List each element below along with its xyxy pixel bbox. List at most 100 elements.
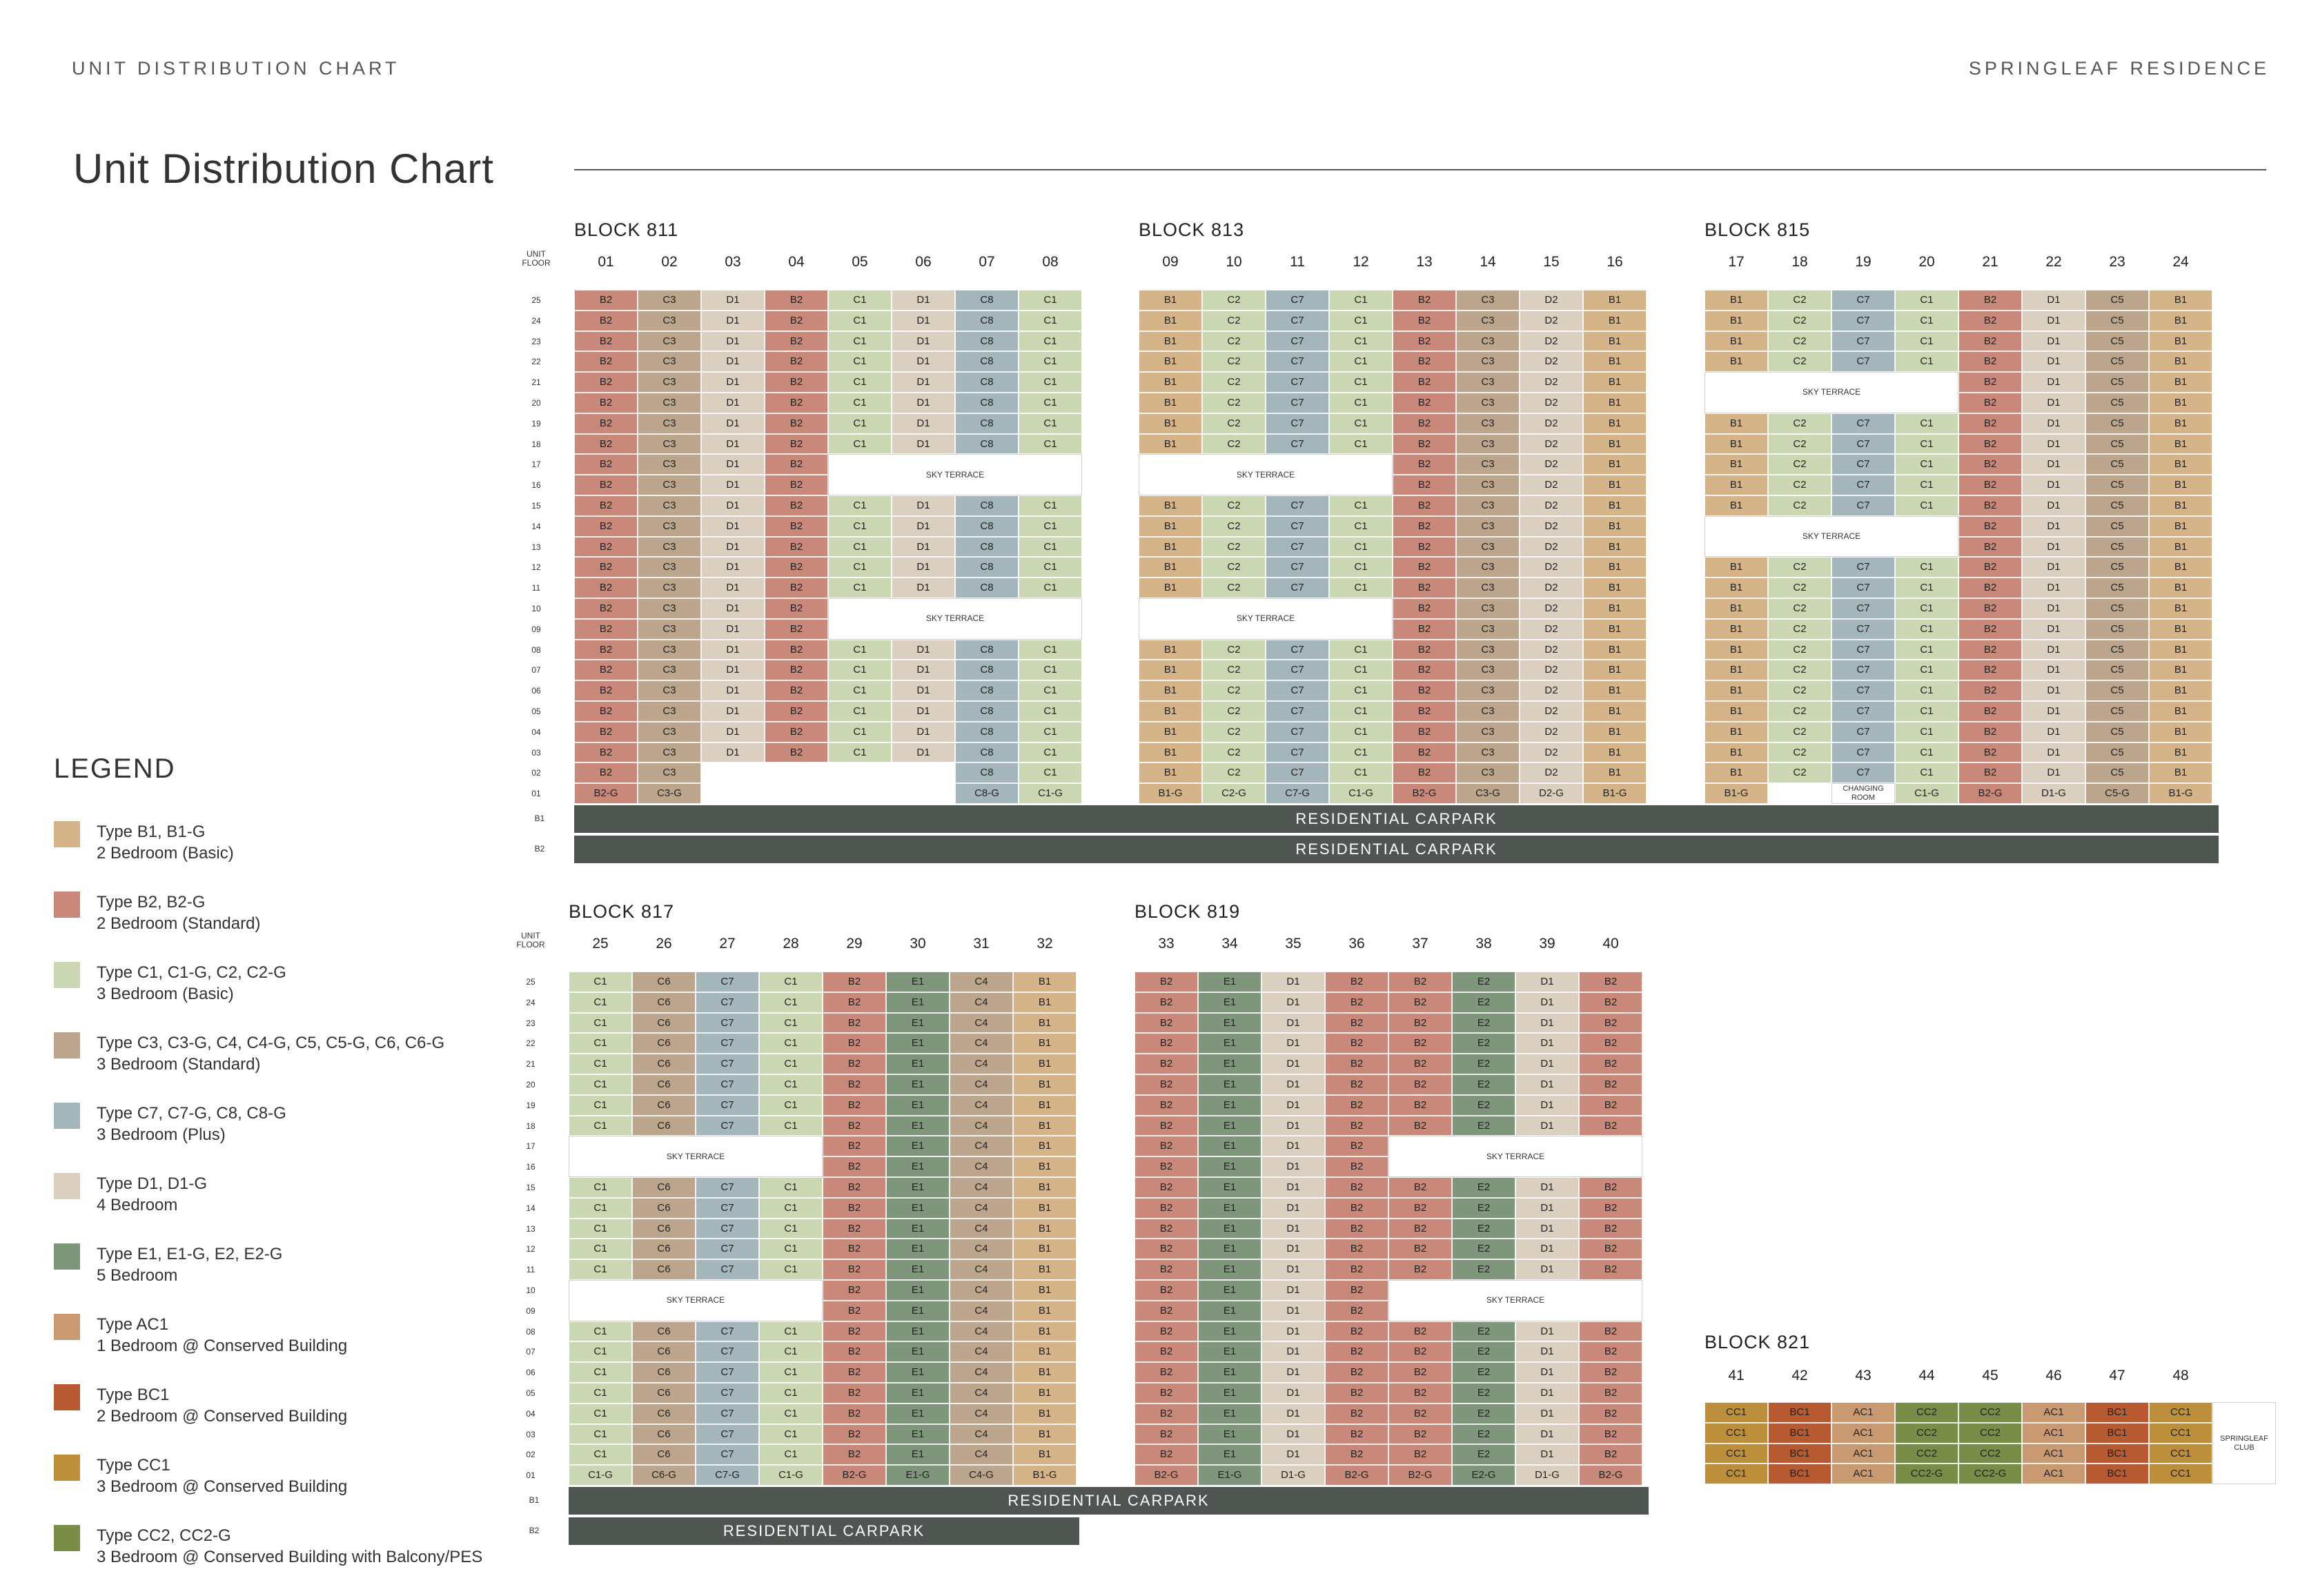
unit-cell: C3 [638,639,701,660]
unit-cell: C1 [1019,351,1082,373]
unit-cell: B2 [1393,433,1456,455]
unit-cell: C8 [955,413,1019,434]
unit-cell: C3 [638,372,701,393]
sky-terrace: SKY TERRACE [569,1136,823,1177]
unit-number-header: 25 [592,936,609,952]
unit-cell: C1 [1019,639,1082,660]
unit-cell: B1 [1139,701,1202,722]
unit-cell: B2 [1393,454,1456,475]
unit-cell: E1 [1198,1444,1261,1466]
unit-cell: C1 [759,1197,823,1219]
unit-cell: B2 [1958,639,2022,660]
unit-cell: C8 [955,351,1019,373]
unit-cell: E1 [886,1115,950,1136]
unit-cell: C3 [638,680,701,701]
unit-cell: C4 [950,1259,1013,1280]
unit-cell: C4 [950,1177,1013,1198]
unit-cell: C1 [569,1197,632,1219]
unit-cell: C8 [955,578,1019,598]
unit-cell: C3 [1456,290,1520,311]
floor-label: 25 [531,295,541,305]
floor-label: 02 [531,768,541,778]
floor-label: 03 [526,1429,536,1439]
unit-cell: C5 [2085,413,2149,434]
unit-cell: C3 [638,331,701,352]
unit-cell: B2 [823,1074,886,1095]
unit-cell: C1-G [1895,783,1958,804]
unit-cell: D1 [1515,1115,1579,1136]
unit-cell: B2 [823,972,886,992]
unit-cell: C3 [638,721,701,742]
unit-cell: E2 [1452,1362,1515,1383]
unit-cell: B2 [1135,1383,1198,1403]
legend-type: Type C3, C3-G, C4, C4-G, C5, C5-G, C6, C… [97,1034,445,1052]
unit-cell: C1 [1329,680,1393,701]
unit-cell: CC2-G [1958,1464,2022,1485]
unit-cell: B2 [1388,1094,1452,1116]
unit-cell: E1 [1198,1054,1261,1074]
unit-cell: BC1 [1768,1464,1831,1485]
unit-cell: B1 [1583,393,1647,413]
unit-cell: C1 [1329,351,1393,373]
unit-cell: B2 [1135,1341,1198,1363]
unit-cell: B2 [1325,1054,1388,1074]
unit-cell: C7 [1266,290,1329,311]
unit-cell: B2 [574,413,638,434]
unit-cell: D1 [892,372,955,393]
unit-cell: B2 [1579,1362,1642,1383]
unit-cell: D1 [1515,1094,1579,1116]
unit-cell: B2 [574,331,638,352]
floor-label: 13 [531,542,541,552]
unit-cell: C1 [1329,310,1393,331]
unit-cell: B1 [1705,701,1768,722]
unit-cell: C1 [569,1074,632,1095]
unit-cell: B1 [1139,660,1202,681]
unit-cell: C2 [1768,475,1831,495]
unit-cell: E1 [1198,1197,1261,1219]
unit-cell: B1 [1583,639,1647,660]
unit-cell: B2 [1388,1239,1452,1260]
unit-cell: C1 [569,972,632,992]
springleaf-club: SPRINGLEAF CLUB [2212,1402,2276,1485]
unit-cell: C1 [569,1177,632,1198]
unit-cell: D1 [701,618,765,640]
unit-cell: B1 [1583,660,1647,681]
unit-cell: E1 [1198,1403,1261,1424]
unit-cell: E1 [1198,1341,1261,1363]
unit-cell: C2 [1202,680,1266,701]
unit-cell: C6 [632,1012,696,1034]
unit-cell: B1-G [1139,783,1202,804]
unit-cell: D2 [1520,433,1583,455]
legend-text: Type B1, B1-G 2 Bedroom (Basic) [97,821,234,864]
unit-cell: B1 [1705,413,1768,434]
unit-cell: D1 [701,680,765,701]
unit-cell: D1 [701,515,765,537]
unit-cell: B2 [574,680,638,701]
unit-cell: B2 [1135,1362,1198,1383]
unit-cell: B2 [574,742,638,763]
unit-cell: B2 [1393,310,1456,331]
legend-swatch [54,1384,80,1410]
unit-cell: D1 [1515,1321,1579,1342]
unit-cell: C3 [638,536,701,558]
unit-cell: C6 [632,1362,696,1383]
legend-swatch [54,1103,80,1129]
unit-cell: B1 [1013,992,1077,1013]
unit-cell: D1 [1515,1362,1579,1383]
unit-cell: B1 [1583,557,1647,578]
unit-cell: B1 [1013,1321,1077,1342]
unit-cell: B1 [1705,618,1768,640]
unit-cell: D1 [892,680,955,701]
unit-cell: C6 [632,1423,696,1445]
unit-cell: C3 [638,578,701,598]
unit-cell: C1 [1019,515,1082,537]
unit-cell: D1 [892,433,955,455]
unit-cell: B1 [1705,578,1768,598]
floor-label: 19 [526,1100,536,1110]
unit-cell: B1 [2149,721,2212,742]
unit-cell: C7 [1831,495,1895,516]
unit-cell: B2 [1579,1177,1642,1198]
unit-cell: C2 [1202,762,1266,784]
floor-label: 09 [531,624,541,634]
unit-cell: E1-G [886,1465,950,1486]
